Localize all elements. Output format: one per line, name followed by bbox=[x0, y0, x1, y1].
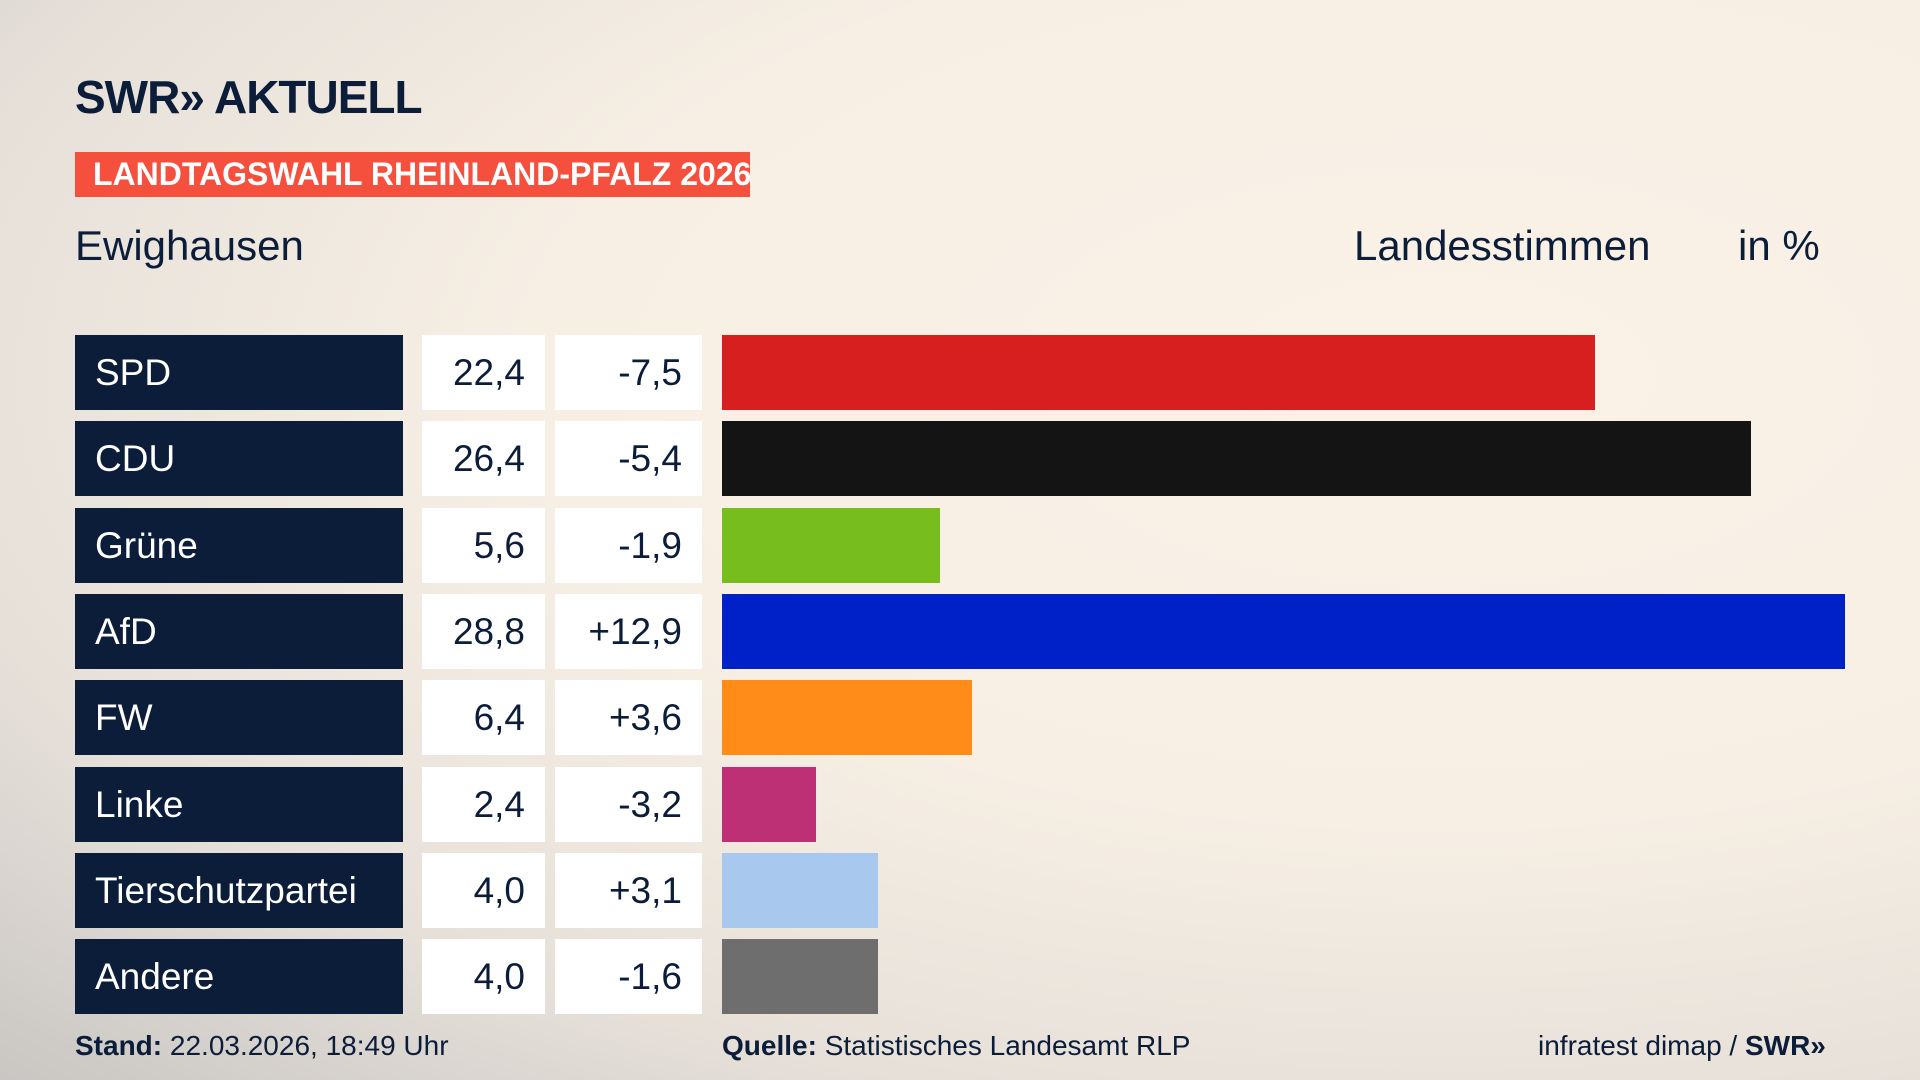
party-bar bbox=[722, 335, 1596, 410]
vote-change: +3,1 bbox=[555, 852, 702, 928]
party-name: Tierschutzpartei bbox=[75, 852, 403, 928]
source: Quelle: Statistisches Landesamt RLP bbox=[722, 1030, 1190, 1062]
party-bar bbox=[722, 507, 941, 583]
source-label: Quelle: bbox=[722, 1030, 817, 1061]
vote-share: 6,4 bbox=[422, 680, 545, 756]
credit-text: infratest dimap / bbox=[1538, 1030, 1745, 1061]
vote-change: -5,4 bbox=[555, 421, 702, 497]
vote-change: -1,9 bbox=[555, 507, 702, 583]
party-bar bbox=[722, 766, 816, 842]
timestamp: Stand: 22.03.2026, 18:49 Uhr bbox=[75, 1030, 449, 1062]
vote-change: -3,2 bbox=[555, 766, 702, 842]
swr-aktuell-logo: SWR» AKTUELL bbox=[75, 71, 423, 123]
party-name: AfD bbox=[75, 593, 403, 669]
vote-share: 26,4 bbox=[422, 421, 545, 497]
vote-share: 4,0 bbox=[422, 852, 545, 928]
measure-label: Landesstimmen bbox=[1354, 222, 1651, 269]
vote-share: 5,6 bbox=[422, 507, 545, 583]
party-bar bbox=[722, 680, 972, 756]
party-name: Grüne bbox=[75, 507, 403, 583]
source-value: Statistisches Landesamt RLP bbox=[824, 1030, 1191, 1061]
credit: infratest dimap / SWR» bbox=[1538, 1030, 1826, 1062]
unit-label: in % bbox=[1738, 222, 1820, 269]
party-name: Linke bbox=[75, 766, 403, 842]
party-name: FW bbox=[75, 680, 403, 756]
vote-change: +12,9 bbox=[555, 593, 702, 669]
stand-value: 22.03.2026, 18:49 Uhr bbox=[169, 1030, 449, 1061]
party-name: Andere bbox=[75, 939, 403, 1015]
vote-share: 28,8 bbox=[422, 593, 545, 669]
stand-label: Stand: bbox=[75, 1030, 163, 1061]
party-name: CDU bbox=[75, 421, 403, 497]
vote-change: +3,6 bbox=[555, 680, 702, 756]
party-bar bbox=[722, 421, 1752, 497]
swr-logo: SWR» bbox=[1744, 1030, 1826, 1061]
vote-change: -1,6 bbox=[555, 939, 702, 1015]
party-bar bbox=[722, 593, 1845, 669]
vote-share: 4,0 bbox=[422, 939, 545, 1015]
vote-share: 2,4 bbox=[422, 766, 545, 842]
election-banner: LANDTAGSWAHL RHEINLAND-PFALZ 2026 bbox=[75, 152, 751, 197]
vote-change: -7,5 bbox=[555, 335, 702, 410]
party-bar bbox=[722, 939, 878, 1015]
vote-share: 22,4 bbox=[422, 335, 545, 410]
party-name: SPD bbox=[75, 335, 403, 410]
place-title: Ewighausen bbox=[75, 222, 304, 269]
party-bar bbox=[722, 852, 878, 928]
